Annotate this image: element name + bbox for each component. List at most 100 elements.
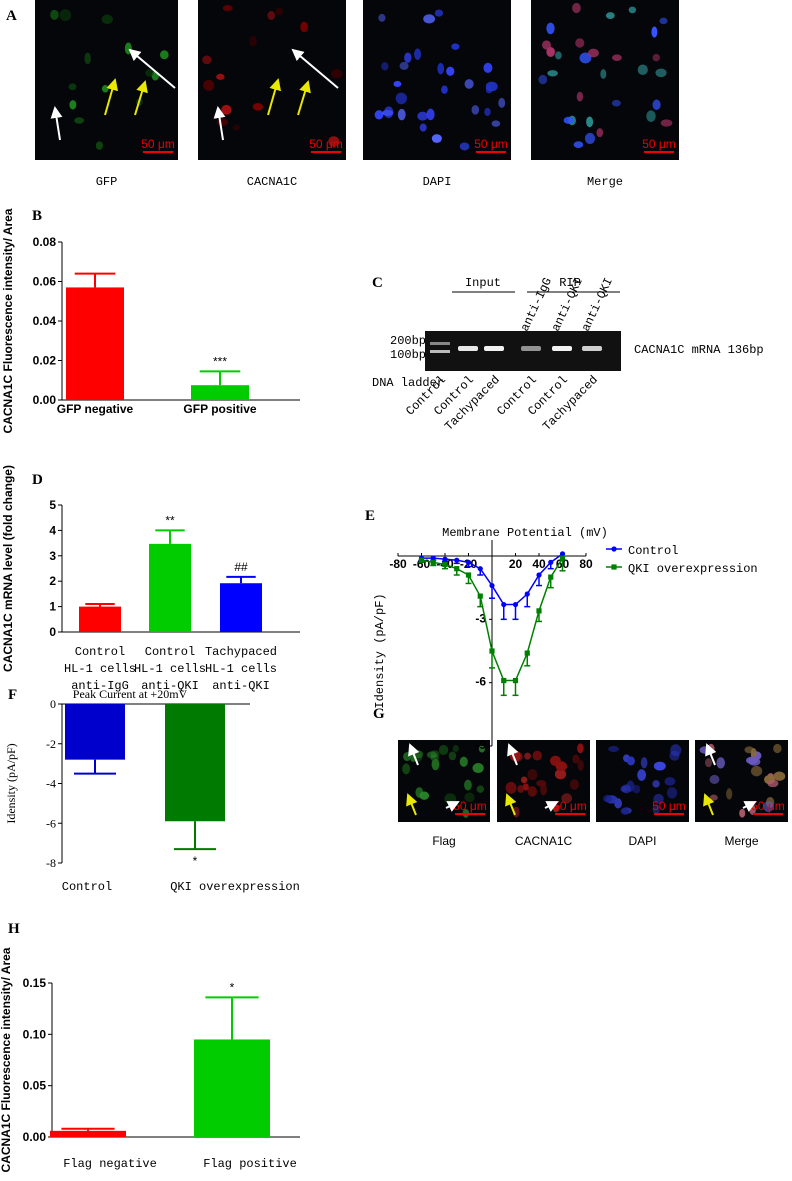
cell xyxy=(478,745,485,753)
significance: ## xyxy=(234,560,248,574)
cell xyxy=(446,66,455,76)
cell xyxy=(705,758,712,768)
cell xyxy=(483,62,493,73)
scale-bar-label: 50 μm xyxy=(652,799,686,813)
image-label: DAPI xyxy=(423,175,452,189)
cell xyxy=(554,768,567,780)
cell xyxy=(426,751,437,759)
band xyxy=(552,346,572,351)
legend-label: Control xyxy=(628,544,678,558)
arrow xyxy=(50,106,63,141)
x-tick-label: 40 xyxy=(532,557,546,571)
y-tick-label: 0.00 xyxy=(33,393,57,407)
cell xyxy=(221,104,232,115)
cell xyxy=(484,107,491,117)
cell xyxy=(431,134,442,143)
x-tick-label: anti-IgG xyxy=(71,679,129,693)
x-tick-label: QKI overexpression xyxy=(170,880,300,894)
arrow xyxy=(544,801,559,812)
cell xyxy=(577,760,584,771)
x-tick-label: HL-1 cells xyxy=(64,662,136,676)
y-tick-label: -3 xyxy=(475,611,486,625)
cell xyxy=(448,751,457,761)
significance: ** xyxy=(165,513,175,527)
cell xyxy=(547,70,558,77)
cell xyxy=(378,13,386,22)
cell xyxy=(252,102,264,111)
cell xyxy=(669,750,680,761)
ladder-label: DNA ladder xyxy=(372,376,444,390)
marker xyxy=(559,551,566,557)
cell xyxy=(383,106,394,119)
cell xyxy=(426,108,435,121)
legend-label: QKI overexpression xyxy=(628,562,758,576)
marker-label: 100bp xyxy=(390,348,426,362)
bar xyxy=(65,704,125,760)
scale-bar-label: 50 μm xyxy=(553,799,587,813)
image-label: CACNA1C xyxy=(515,834,573,848)
cell xyxy=(652,53,661,62)
arrow xyxy=(134,80,148,116)
cell xyxy=(267,11,276,20)
marker xyxy=(524,591,530,597)
cell xyxy=(632,784,641,794)
y-tick-label: 0.02 xyxy=(33,354,57,368)
cell xyxy=(69,100,77,110)
cell xyxy=(653,793,664,805)
cell xyxy=(441,85,448,94)
cell xyxy=(399,61,409,70)
y-tick-label: 5 xyxy=(49,498,56,512)
cell xyxy=(572,754,580,764)
micrograph xyxy=(531,0,679,160)
bar xyxy=(79,606,121,632)
cell xyxy=(726,788,733,800)
y-tick-label: 0.05 xyxy=(23,1079,47,1093)
y-tick-label: 0 xyxy=(50,697,56,711)
cell xyxy=(222,4,233,12)
cell xyxy=(605,12,615,20)
y-tick-label: 0.04 xyxy=(33,314,57,328)
bar xyxy=(191,385,249,400)
bar xyxy=(149,543,191,632)
cell xyxy=(600,69,607,79)
bar xyxy=(66,287,124,400)
cell xyxy=(404,52,412,63)
micrograph xyxy=(363,0,511,160)
cell xyxy=(611,99,621,107)
marker xyxy=(501,601,507,608)
chart-title: Peak Current at +20mV xyxy=(73,687,188,701)
marker xyxy=(465,559,472,565)
marker xyxy=(477,593,483,599)
cell xyxy=(532,750,543,761)
cell xyxy=(472,763,484,774)
legend-marker xyxy=(611,564,617,570)
y-axis-label: CACNA1C Fluorescence intensity/ Area xyxy=(1,208,15,433)
band xyxy=(582,346,602,351)
group-label: Input xyxy=(465,276,501,290)
significance: * xyxy=(230,980,235,994)
cell xyxy=(773,743,782,754)
marker xyxy=(442,556,448,562)
x-tick-label: 80 xyxy=(579,557,593,571)
y-tick-label: 1 xyxy=(49,600,56,614)
x-tick-label: Flag positive xyxy=(203,1157,297,1171)
cell xyxy=(536,780,547,787)
arrow xyxy=(291,48,339,89)
cell xyxy=(216,118,229,127)
cell xyxy=(419,123,427,132)
cell xyxy=(423,14,436,24)
image-label: Merge xyxy=(587,175,623,189)
cell xyxy=(249,35,257,47)
y-tick-label: 3 xyxy=(49,549,56,563)
cell xyxy=(434,9,444,17)
marker xyxy=(536,608,542,614)
y-tick-label: 0.10 xyxy=(23,1027,47,1041)
cell xyxy=(637,769,647,781)
cell xyxy=(491,120,501,127)
scale-bar-label: 50 μm xyxy=(309,137,343,151)
cell xyxy=(438,744,449,756)
cell xyxy=(555,51,562,60)
cell xyxy=(459,142,470,151)
arrow xyxy=(705,743,717,766)
